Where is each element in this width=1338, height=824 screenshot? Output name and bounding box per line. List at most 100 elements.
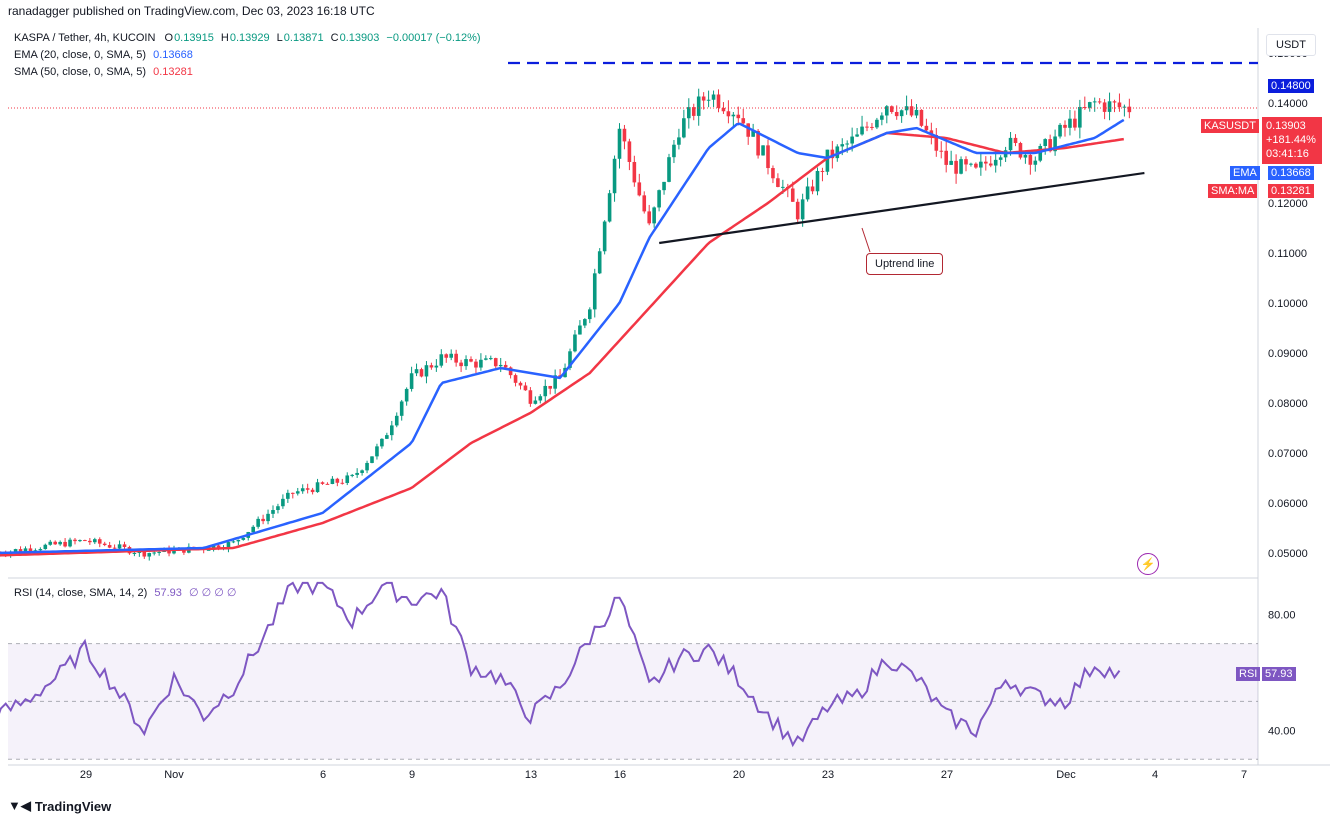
- candle-body: [1127, 106, 1132, 113]
- ema-legend-label: EMA (20, close, 0, SMA, 5): [14, 49, 147, 61]
- candle-body: [73, 539, 77, 542]
- candle-body: [231, 541, 236, 543]
- candle-body: [469, 359, 473, 362]
- candle-body: [489, 358, 493, 360]
- candle-body: [404, 388, 409, 402]
- price-tick-label: 0.05000: [1268, 548, 1308, 560]
- candle-body: [617, 128, 622, 159]
- candle-body: [276, 506, 280, 511]
- flash-icon[interactable]: ⚡: [1137, 553, 1159, 575]
- candle-body: [701, 96, 706, 101]
- rsi-legend[interactable]: RSI (14, close, SMA, 14, 2) 57.93 ∅ ∅ ∅ …: [14, 586, 236, 599]
- ema-name-tag: EMA: [1230, 166, 1260, 180]
- candle-body: [1058, 124, 1062, 137]
- time-tick-label: 23: [822, 769, 834, 781]
- rsi-legend-extra: ∅ ∅ ∅ ∅: [188, 587, 237, 599]
- time-tick-label: 9: [409, 769, 415, 781]
- candle-body: [78, 540, 82, 542]
- sma-legend-label: SMA (50, close, 0, SMA, 5): [14, 66, 147, 78]
- candle-body: [924, 125, 929, 131]
- candle-body: [1023, 154, 1028, 158]
- candle-body: [815, 170, 820, 192]
- candle-body: [305, 488, 310, 490]
- currency-selector[interactable]: USDT: [1266, 34, 1316, 56]
- candle-body: [959, 159, 963, 174]
- candle-body: [147, 553, 152, 557]
- last-price-tag: 0.13903 +181.44% 03:41:16: [1262, 117, 1322, 164]
- price-pane: [0, 61, 1258, 561]
- candle-body: [117, 544, 122, 549]
- candle-body: [390, 425, 394, 436]
- candle-body: [1073, 118, 1077, 128]
- candle-body: [68, 539, 72, 547]
- sma-value-tag: 0.13281: [1268, 184, 1314, 198]
- candle-body: [583, 319, 587, 326]
- candle-body: [805, 186, 810, 200]
- time-tick-label: 29: [80, 769, 92, 781]
- candle-body: [672, 144, 676, 158]
- rsi-line: [0, 581, 1121, 748]
- tradingview-logo-icon: ▼◀: [8, 798, 31, 813]
- candle-body: [360, 470, 364, 473]
- candle-body: [756, 130, 760, 156]
- candle-body: [271, 510, 275, 514]
- candle-body: [375, 446, 379, 457]
- rsi-legend-label: RSI (14, close, SMA, 14, 2): [14, 587, 148, 599]
- candle-body: [399, 401, 404, 416]
- candle-body: [18, 549, 23, 552]
- price-tick-label: 0.09000: [1268, 348, 1308, 360]
- candle-body: [573, 334, 577, 352]
- candle-body: [1018, 143, 1023, 158]
- price-tick-label: 0.14000: [1268, 98, 1308, 110]
- candle-body: [394, 415, 399, 426]
- candle-body: [385, 435, 389, 439]
- candle-body: [1122, 106, 1127, 108]
- candle-body: [53, 541, 57, 545]
- symbol-legend[interactable]: KASPA / Tether, 4h, KUCOIN O0.13915 H0.1…: [14, 32, 481, 44]
- rsi-pane: [0, 581, 1258, 760]
- candle-body: [850, 136, 854, 144]
- candle-body: [939, 150, 944, 152]
- candle-body: [236, 539, 241, 542]
- tradingview-logo[interactable]: ▼◀ TradingView: [8, 798, 111, 814]
- candle-body: [889, 106, 894, 112]
- candle-body: [706, 99, 711, 101]
- candle-body: [682, 118, 686, 138]
- candle-body: [548, 385, 552, 389]
- candle-body: [553, 375, 557, 389]
- candle-body: [771, 168, 775, 179]
- pct-change: +181.44%: [1266, 134, 1316, 146]
- candle-body: [1112, 101, 1117, 103]
- candle-body: [172, 549, 176, 554]
- candle-body: [830, 149, 835, 159]
- candle-body: [696, 96, 701, 116]
- open-value: 0.13915: [174, 32, 214, 44]
- candle-body: [607, 193, 612, 222]
- price-tick-label: 0.11000: [1268, 248, 1307, 260]
- candle-body: [256, 518, 260, 527]
- sma-legend[interactable]: SMA (50, close, 0, SMA, 5) 0.13281: [14, 66, 193, 78]
- candle-body: [345, 475, 350, 483]
- candle-body: [1092, 101, 1097, 103]
- candle-body: [588, 309, 592, 320]
- candle-body: [1013, 137, 1018, 144]
- close-value: 0.13903: [339, 32, 380, 44]
- candle-body: [1102, 102, 1107, 112]
- candle-body: [627, 141, 632, 162]
- candle-body: [687, 107, 691, 119]
- candle-body: [518, 382, 523, 386]
- candle-body: [464, 359, 468, 367]
- ema-legend[interactable]: EMA (20, close, 0, SMA, 5) 0.13668: [14, 49, 193, 61]
- tradingview-logo-text: TradingView: [34, 798, 112, 814]
- uptrend-line-annotation[interactable]: Uptrend line: [866, 253, 944, 275]
- candle-body: [969, 163, 973, 165]
- candle-body: [1097, 101, 1102, 103]
- candle-body: [330, 478, 335, 484]
- candle-body: [568, 351, 572, 368]
- candle-body: [1087, 102, 1092, 108]
- candle-body: [523, 385, 528, 391]
- candle-body: [934, 134, 939, 151]
- time-tick-label: Dec: [1056, 769, 1076, 781]
- candle-body: [335, 478, 340, 483]
